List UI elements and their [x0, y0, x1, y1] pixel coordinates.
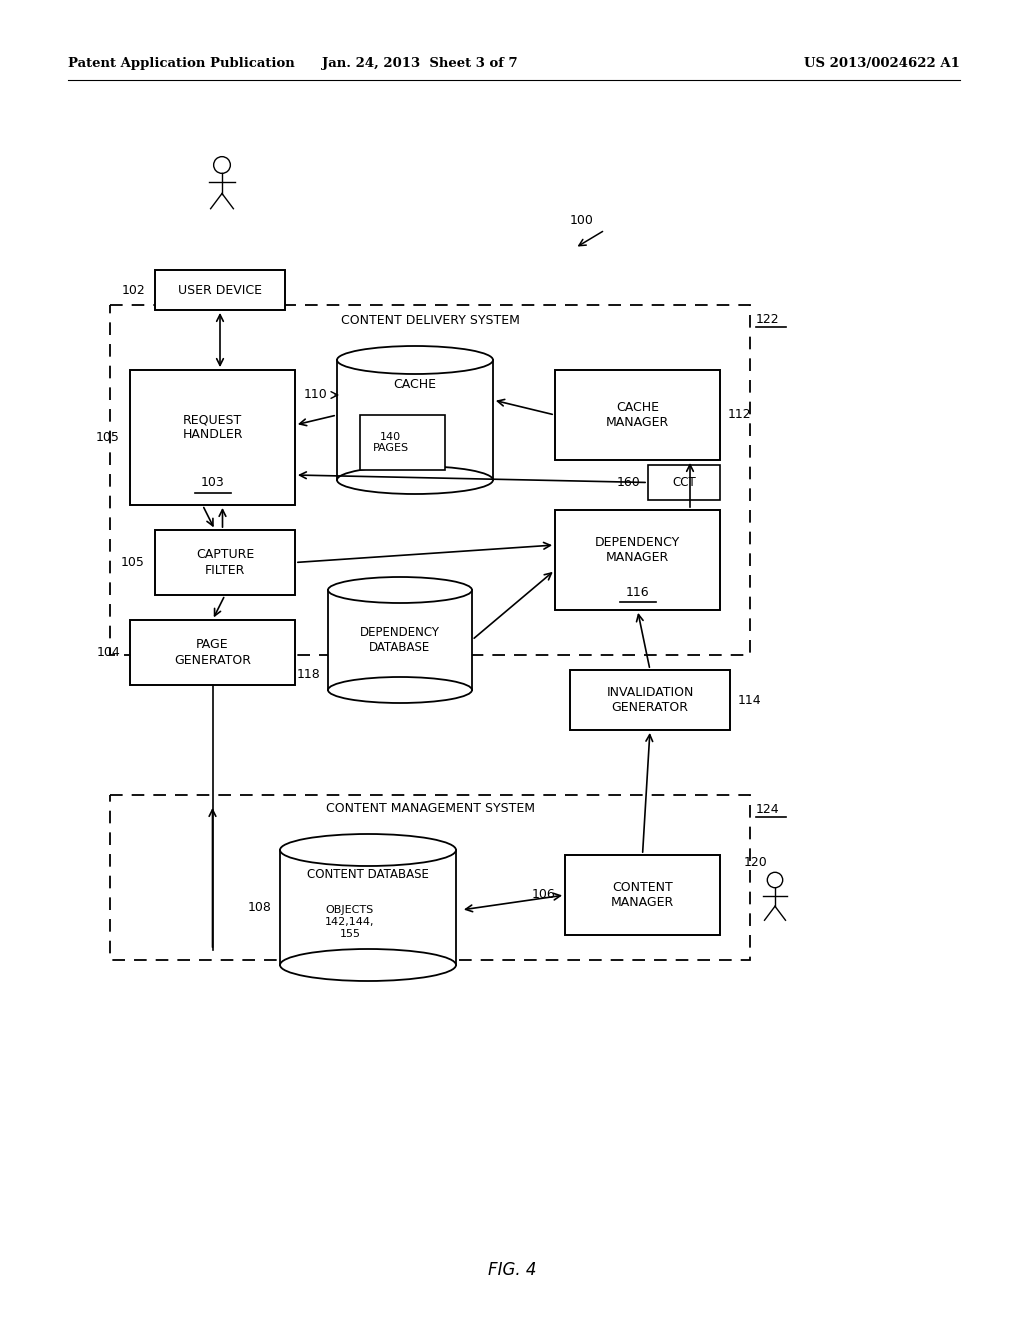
- Text: DEPENDENCY
MANAGER: DEPENDENCY MANAGER: [595, 536, 680, 564]
- Text: 160: 160: [616, 477, 640, 488]
- Text: 105: 105: [96, 432, 120, 444]
- Bar: [570, 671, 730, 730]
- Text: PAGE
GENERATOR: PAGE GENERATOR: [174, 639, 251, 667]
- Ellipse shape: [328, 677, 472, 704]
- Text: 105: 105: [121, 556, 145, 569]
- Bar: [648, 465, 720, 500]
- Text: Patent Application Publication: Patent Application Publication: [68, 57, 295, 70]
- Text: USER DEVICE: USER DEVICE: [178, 284, 262, 297]
- Bar: [110, 305, 750, 655]
- Text: CCT: CCT: [672, 477, 696, 488]
- Bar: [328, 590, 472, 690]
- Bar: [130, 370, 295, 506]
- Text: OBJECTS
142,144,
155: OBJECTS 142,144, 155: [326, 906, 375, 939]
- Text: US 2013/0024622 A1: US 2013/0024622 A1: [804, 57, 961, 70]
- Text: 140
PAGES: 140 PAGES: [373, 432, 409, 453]
- Bar: [280, 850, 456, 965]
- Text: 112: 112: [728, 408, 752, 421]
- Bar: [130, 620, 295, 685]
- Text: Jan. 24, 2013  Sheet 3 of 7: Jan. 24, 2013 Sheet 3 of 7: [323, 57, 518, 70]
- Text: REQUEST
HANDLER: REQUEST HANDLER: [182, 413, 243, 441]
- Ellipse shape: [337, 466, 493, 494]
- Text: 124: 124: [756, 803, 779, 816]
- Text: 104: 104: [96, 645, 120, 659]
- Text: CONTENT MANAGEMENT SYSTEM: CONTENT MANAGEMENT SYSTEM: [326, 801, 535, 814]
- Bar: [555, 370, 720, 459]
- Text: 116: 116: [626, 586, 649, 598]
- Text: 114: 114: [738, 693, 762, 706]
- Ellipse shape: [280, 834, 456, 866]
- Text: 100: 100: [570, 214, 594, 227]
- Text: 110: 110: [303, 388, 327, 401]
- Bar: [565, 855, 720, 935]
- Text: 118: 118: [296, 668, 319, 681]
- Text: 120: 120: [743, 855, 767, 869]
- Text: 122: 122: [756, 313, 779, 326]
- Bar: [155, 531, 295, 595]
- Text: DEPENDENCY
DATABASE: DEPENDENCY DATABASE: [360, 626, 440, 653]
- Bar: [110, 795, 750, 960]
- Text: CAPTURE
FILTER: CAPTURE FILTER: [196, 549, 254, 577]
- Bar: [555, 510, 720, 610]
- Text: 106: 106: [531, 888, 555, 902]
- Ellipse shape: [280, 949, 456, 981]
- Text: 108: 108: [248, 902, 272, 913]
- Ellipse shape: [328, 577, 472, 603]
- Text: CACHE: CACHE: [393, 379, 436, 392]
- Bar: [155, 271, 285, 310]
- Text: CONTENT DELIVERY SYSTEM: CONTENT DELIVERY SYSTEM: [341, 314, 519, 326]
- Text: FIG. 4: FIG. 4: [487, 1261, 537, 1279]
- Text: 103: 103: [201, 477, 224, 490]
- Text: CONTENT DATABASE: CONTENT DATABASE: [307, 869, 429, 882]
- Bar: [337, 360, 493, 480]
- Text: INVALIDATION
GENERATOR: INVALIDATION GENERATOR: [606, 686, 693, 714]
- Bar: [360, 414, 445, 470]
- Text: CONTENT
MANAGER: CONTENT MANAGER: [611, 880, 674, 909]
- Text: CACHE
MANAGER: CACHE MANAGER: [606, 401, 669, 429]
- Ellipse shape: [337, 346, 493, 374]
- Text: 102: 102: [121, 284, 145, 297]
